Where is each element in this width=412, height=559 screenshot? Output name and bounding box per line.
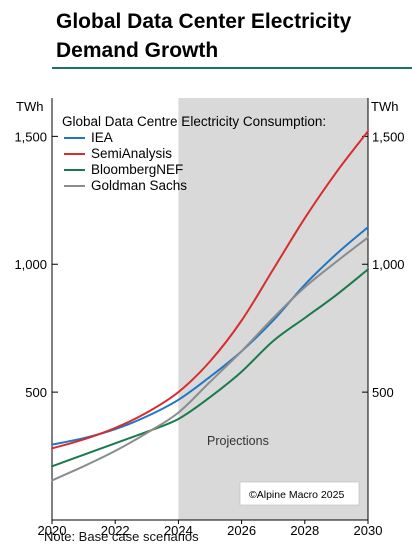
legend-label-semianalysis: SemiAnalysis xyxy=(91,146,172,161)
x-tick-label: 2020 xyxy=(38,523,67,538)
series-line-goldman-sachs xyxy=(51,236,369,482)
projection-shading xyxy=(178,98,368,520)
legend-label-goldman-sachs: Goldman Sachs xyxy=(91,178,187,193)
axes: 500 500 1,000 1,000 1,500 1,500 2020 2022 2024 20… xyxy=(14,98,405,538)
x-tick-label: 2022 xyxy=(101,523,130,538)
legend-label-iea: IEA xyxy=(91,130,113,145)
y-tick-label-left: 500 xyxy=(25,385,47,400)
x-tick-label: 2024 xyxy=(164,523,193,538)
chart-title: Global Data Center Electricity Demand Gr… xyxy=(56,7,396,65)
legend-label-bloombergnef: BloombergNEF xyxy=(91,162,183,177)
copyright-box: ©Alpine Macro 2025 xyxy=(239,481,360,506)
title-divider xyxy=(52,67,412,69)
legend-title: Global Data Centre Electricity Consumpti… xyxy=(62,114,326,129)
series-line-semianalysis xyxy=(51,130,369,450)
title-line-2: Demand Growth xyxy=(56,39,219,62)
y-tick-label-right: 1,500 xyxy=(372,129,405,144)
title-line-1: Global Data Center Electricity xyxy=(56,10,352,33)
x-tick-label: 2030 xyxy=(354,523,383,538)
left-unit-label: TWh xyxy=(16,99,43,114)
y-tick-label-right: 500 xyxy=(372,385,394,400)
x-tick-label: 2026 xyxy=(227,523,256,538)
legend: Global Data Centre Electricity Consumpti… xyxy=(62,114,326,193)
y-tick-label-left: 1,500 xyxy=(14,129,47,144)
copyright-text: ©Alpine Macro 2025 xyxy=(249,489,344,501)
series-line-bloombergnef xyxy=(51,268,369,468)
x-tick-label: 2028 xyxy=(290,523,319,538)
y-tick-label-right: 1,000 xyxy=(372,257,405,272)
right-unit-label: TWh xyxy=(371,99,398,114)
projections-label: Projections xyxy=(207,434,269,448)
y-tick-label-left: 1,000 xyxy=(14,257,47,272)
series-lines xyxy=(51,130,369,482)
footnote: Note: Base case scenarios xyxy=(44,529,199,544)
